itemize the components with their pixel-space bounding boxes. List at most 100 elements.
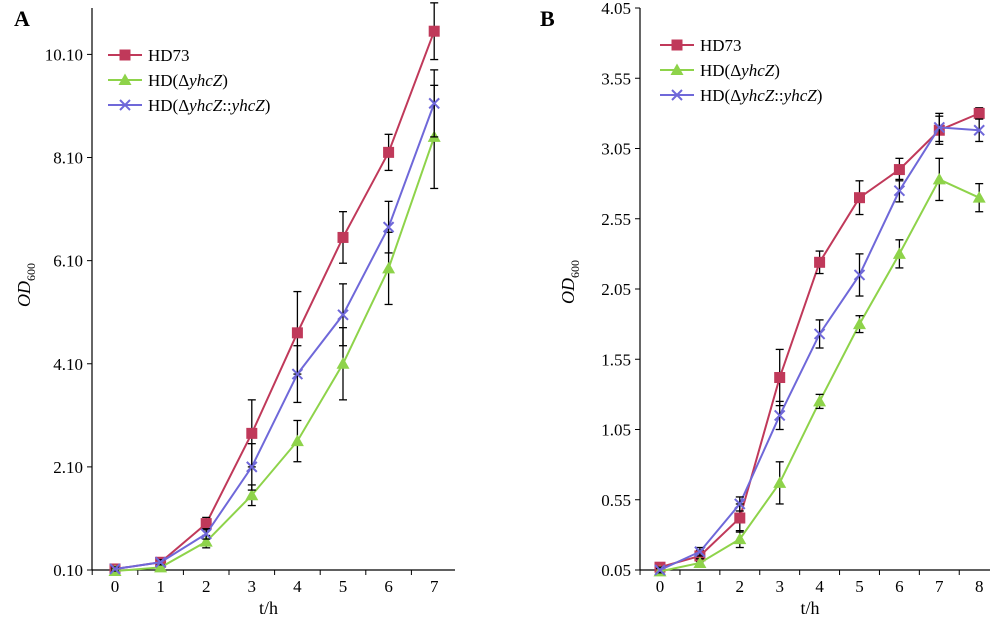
- data-marker-x: [337, 309, 349, 321]
- y-tick-label: 0.10: [53, 561, 83, 580]
- data-marker-triangle: [118, 73, 132, 85]
- data-marker-square: [428, 25, 440, 37]
- data-marker-square: [973, 107, 985, 119]
- data-marker-x: [973, 124, 985, 136]
- data-marker-triangle: [932, 172, 946, 185]
- legend-label-part: ): [222, 71, 228, 90]
- data-marker-square: [671, 39, 683, 51]
- x-tick-label: 4: [815, 577, 824, 596]
- data-marker-x: [893, 184, 906, 197]
- legend-label-part: yhcZ: [782, 86, 818, 105]
- data-marker-square: [291, 327, 303, 339]
- y-tick-label: 0.05: [601, 561, 631, 580]
- y-axis-title: OD600: [14, 263, 38, 307]
- legend-label: HD(ΔyhcZ): [700, 61, 780, 80]
- series-2: [109, 69, 440, 575]
- y-tick-label: 1.55: [601, 350, 631, 369]
- legend-label-part: yhcZ: [230, 96, 266, 115]
- chart-panel-b: B 0.05 0.55 1.05 1.55 2.05 2.55 3.05 3.55 4.05 0 1 2…: [540, 0, 990, 618]
- legend-label: HD73: [700, 36, 742, 55]
- data-marker-square: [200, 518, 212, 530]
- legend-label-part: yhcZ: [187, 96, 223, 115]
- legend-label-part: ): [817, 86, 823, 105]
- y-axis-title-main: OD: [14, 281, 34, 307]
- y-tick-label: 8.10: [53, 149, 83, 168]
- series-1: [653, 157, 986, 577]
- data-marker-x: [654, 564, 666, 576]
- data-marker-triangle: [693, 556, 707, 568]
- data-marker-square: [337, 231, 349, 243]
- legend-label-part: HD(Δ: [700, 61, 741, 80]
- x-tick-label: 1: [696, 577, 705, 596]
- data-marker-x: [109, 563, 121, 575]
- panel-label: A: [14, 6, 30, 31]
- x-tick-label: 3: [248, 577, 257, 596]
- data-marker-triangle: [813, 394, 827, 407]
- series-1: [108, 84, 441, 577]
- data-marker-x: [154, 556, 167, 568]
- data-marker-square: [119, 49, 131, 61]
- legend-label: HD(ΔyhcZ): [148, 71, 228, 90]
- y-tick-label: 2.55: [601, 210, 631, 229]
- data-marker-square: [774, 372, 786, 384]
- legend-label-part: HD(Δ: [700, 86, 741, 105]
- data-marker-triangle: [853, 317, 866, 330]
- y-tick-label: 6.10: [53, 252, 83, 271]
- legend-label-part: HD73: [700, 36, 742, 55]
- data-marker-x: [734, 498, 746, 510]
- data-marker-square: [814, 256, 826, 268]
- x-tick-label: 0: [656, 577, 665, 596]
- data-marker-x: [291, 368, 304, 380]
- x-tick-label: 6: [384, 577, 393, 596]
- series-line: [659, 178, 980, 573]
- y-tick-label: 4.10: [53, 355, 83, 374]
- x-tick-label: 2: [202, 577, 211, 596]
- chart-panel-a: A 0.10 2.10 4.10 6.10 8.10 10.10 0 1 2 3 4 5 6 7 t/h OD6…: [14, 2, 455, 618]
- data-marker-triangle: [245, 488, 259, 501]
- data-marker-triangle: [773, 476, 787, 488]
- x-tick-label: 2: [736, 577, 745, 596]
- legend-label-part: HD73: [148, 46, 190, 65]
- y-tick-label: 3.05: [601, 140, 631, 159]
- x-tick-label: 1: [156, 577, 165, 596]
- data-marker-triangle: [290, 434, 304, 447]
- data-marker-triangle: [382, 261, 396, 274]
- legend-label-part: ): [774, 61, 780, 80]
- data-marker-x: [200, 528, 212, 540]
- data-marker-x: [933, 121, 946, 134]
- y-axis-title-subscript: 600: [24, 263, 38, 281]
- series-line: [114, 103, 436, 570]
- x-tick-label: 5: [855, 577, 864, 596]
- x-tick-label: 4: [293, 577, 302, 596]
- legend-label-part: ::: [222, 96, 231, 115]
- legend-label-part: ::: [774, 86, 783, 105]
- x-tick-label: 6: [895, 577, 904, 596]
- legend-label-part: yhcZ: [187, 71, 223, 90]
- data-marker-x: [382, 221, 395, 233]
- legend-label-part: ): [265, 96, 271, 115]
- data-marker-square: [893, 164, 905, 176]
- series-2: [654, 112, 985, 576]
- data-marker-triangle: [336, 357, 350, 369]
- legend-entry: HD(ΔyhcZ::yhcZ): [660, 86, 822, 105]
- data-marker-x: [853, 269, 866, 281]
- data-marker-triangle: [972, 191, 986, 203]
- legend-entry: HD73: [108, 46, 190, 65]
- y-tick-label: 1.05: [601, 421, 631, 440]
- data-marker-square: [734, 512, 746, 524]
- panel-label: B: [540, 6, 555, 31]
- y-tick-label: 2.05: [601, 280, 631, 299]
- y-axis-title-main: OD: [558, 278, 578, 304]
- data-marker-square: [246, 427, 258, 439]
- data-marker-triangle: [892, 247, 906, 259]
- x-axis-title: t/h: [259, 598, 278, 618]
- data-marker-triangle: [154, 560, 168, 573]
- x-tick-label: 3: [775, 577, 784, 596]
- series-line: [114, 30, 436, 570]
- y-tick-label: 0.55: [601, 491, 631, 510]
- legend-label-part: yhcZ: [739, 61, 775, 80]
- data-marker-x: [694, 546, 706, 558]
